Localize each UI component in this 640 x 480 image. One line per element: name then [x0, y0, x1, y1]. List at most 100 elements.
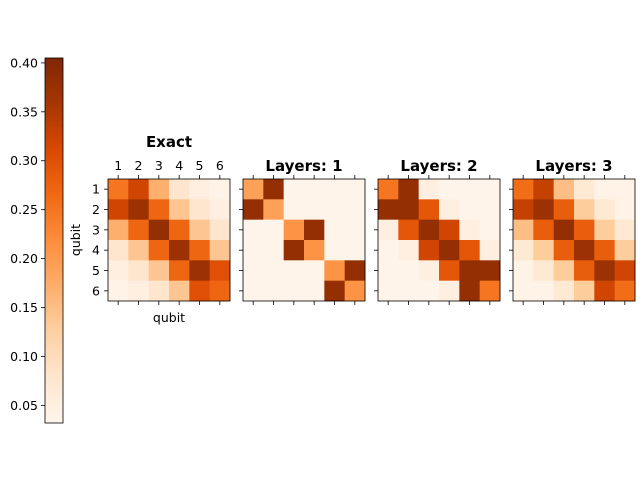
heatmap-cell [398, 199, 420, 221]
heatmap-cell [128, 280, 150, 302]
heatmap-cell [283, 199, 305, 221]
heatmap-cell [614, 260, 636, 282]
heatmap-cell [594, 199, 616, 221]
heatmap-cell [439, 280, 460, 302]
heatmap-cell [439, 199, 460, 221]
heatmap-cell [418, 219, 440, 241]
heatmap-cell [418, 260, 440, 282]
heatmap-cell [128, 219, 150, 241]
heatmap-cell [553, 219, 575, 241]
heatmap-cell [398, 280, 420, 302]
y-tick-label: 4 [92, 243, 100, 258]
heatmap-cell [209, 240, 231, 261]
heatmap-cell [189, 219, 211, 241]
heatmap-cell [459, 240, 481, 261]
heatmap-cell [513, 260, 534, 282]
colorbar: 0.05 0.10 0.15 0.20 0.25 0.30 0.35 0.40 qubit [10, 55, 83, 424]
heatmap-cell [263, 260, 285, 282]
heatmap-cell [324, 219, 346, 241]
heatmap-cell [243, 240, 264, 261]
heatmap-cell [418, 280, 440, 302]
heatmap-cell [169, 280, 190, 302]
heatmap-cell [479, 179, 501, 200]
heatmap-cell [108, 280, 129, 302]
heatmap-cell [533, 179, 555, 200]
colorbar-tick-label: 0.35 [10, 104, 38, 119]
y-tick-label: 5 [92, 263, 100, 278]
heatmap-cell [378, 199, 399, 221]
heatmap-cell [128, 260, 150, 282]
colorbar-tick-label: 0.10 [10, 349, 38, 364]
panel-title: Layers: 2 [400, 157, 477, 175]
heatmap-cell [513, 280, 534, 302]
panel-frame [107, 178, 231, 302]
heatmap-cell [594, 260, 616, 282]
heatmap-cell [169, 219, 190, 241]
heatmap-cell [209, 199, 231, 221]
heatmap-cell [553, 199, 575, 221]
heatmap-cell [344, 280, 366, 302]
panel-title: Exact [146, 133, 192, 151]
heatmap-cell [459, 199, 481, 221]
heatmap-cell [344, 260, 366, 282]
heatmap-cell [479, 219, 501, 241]
heatmap-cell [398, 240, 420, 261]
heatmap-cell [574, 179, 595, 200]
heatmap-cell [614, 240, 636, 261]
heatmap-cell [108, 260, 129, 282]
x-tick-label: 6 [216, 158, 224, 173]
heatmap-cell [304, 260, 325, 282]
heatmap-cell [398, 260, 420, 282]
heatmap-cell [324, 280, 346, 302]
heatmap-cell [169, 199, 190, 221]
heatmap-cell [189, 199, 211, 221]
heatmap-cell [108, 199, 129, 221]
heatmap-cell [148, 179, 170, 200]
heatmap-cell [418, 240, 440, 261]
heatmap-cell [553, 260, 575, 282]
heatmap-cell [189, 240, 211, 261]
x-tick-label: 1 [114, 158, 122, 173]
heatmap-cell [574, 219, 595, 241]
panel-frame [512, 178, 636, 302]
heatmap-cell [479, 280, 501, 302]
colorbar-ticks: 0.05 0.10 0.15 0.20 0.25 0.30 0.35 0.40 [10, 55, 45, 413]
heatmap-cell [378, 219, 399, 241]
heatmap-cell [459, 219, 481, 241]
heatmap-cell [169, 179, 190, 200]
heatmap-cell [533, 280, 555, 302]
heatmap-cell [263, 219, 285, 241]
heatmap-cell [189, 179, 211, 200]
heatmap-cell [553, 240, 575, 261]
heatmap-cell [344, 219, 366, 241]
heatmap-cell [304, 240, 325, 261]
heatmap-cell [344, 199, 366, 221]
panel-frame [242, 178, 366, 302]
y-tick-label: 3 [92, 222, 100, 237]
panel-title: Layers: 1 [265, 157, 342, 175]
heatmap-cell [614, 219, 636, 241]
y-tick-label: 2 [92, 202, 100, 217]
heatmap-cell [459, 260, 481, 282]
colorbar-tick-label: 0.05 [10, 398, 38, 413]
heatmap-cell [148, 240, 170, 261]
panel-layers-2: Layers: 2 [374, 157, 501, 305]
heatmap-cell [344, 179, 366, 200]
x-tick-label: 3 [155, 158, 163, 173]
x-tick-label: 4 [175, 158, 183, 173]
heatmap-cell [283, 219, 305, 241]
heatmap-cell [439, 260, 460, 282]
heatmap-cell [479, 199, 501, 221]
colorbar-gradient [44, 57, 64, 424]
heatmap-cell [513, 240, 534, 261]
heatmap-cell [128, 240, 150, 261]
heatmap-cell [304, 199, 325, 221]
heatmap-cell [169, 240, 190, 261]
x-tick-label: 2 [135, 158, 143, 173]
heatmap-cell [594, 219, 616, 241]
panel-layers-3: Layers: 3 [509, 157, 636, 305]
panel-layers-1: Layers: 1 [239, 157, 366, 305]
y-tick-label: 1 [92, 182, 100, 197]
heatmap-cell [148, 260, 170, 282]
